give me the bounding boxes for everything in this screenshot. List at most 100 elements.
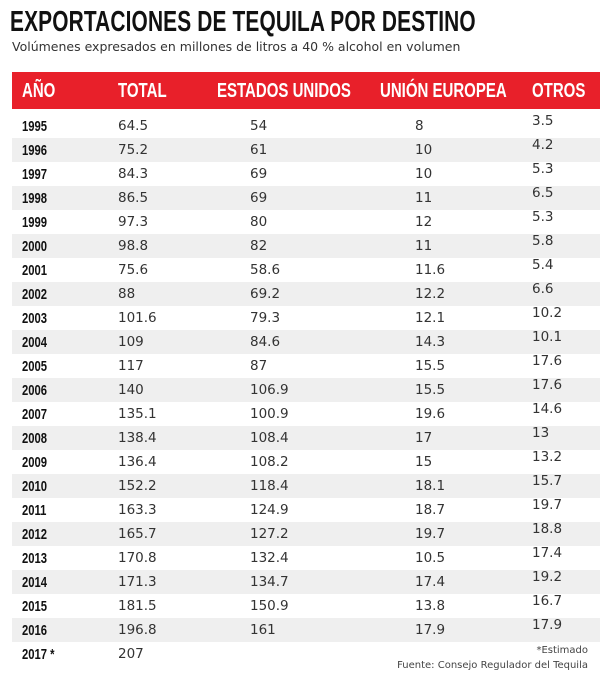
usa-cell: 54 xyxy=(250,118,268,134)
others-cell: 17.9 xyxy=(532,617,563,633)
others-cell: 6.6 xyxy=(532,281,554,297)
eu-cell: 11 xyxy=(415,238,433,254)
usa-cell: 69 xyxy=(250,166,268,182)
total-cell: 152.2 xyxy=(118,478,157,494)
total-cell: 88 xyxy=(118,286,136,302)
others-cell: 17.6 xyxy=(532,353,563,369)
total-cell: 138.4 xyxy=(118,430,157,446)
table-row: 2005 117 87 15.5 17.6 xyxy=(12,353,600,378)
eu-cell: 12.2 xyxy=(415,286,446,302)
usa-cell: 132.4 xyxy=(250,550,289,566)
year-cell: 2008 xyxy=(22,430,48,447)
others-cell: 5.8 xyxy=(532,233,554,249)
table-row: 2012 165.7 127.2 19.7 18.8 xyxy=(12,521,600,546)
usa-cell: 69 xyxy=(250,190,268,206)
eu-cell: 10 xyxy=(415,166,433,182)
year-cell: 1998 xyxy=(22,190,48,207)
others-cell: 17.4 xyxy=(532,545,563,561)
table-row: 2013 170.8 132.4 10.5 17.4 xyxy=(12,545,600,570)
others-cell: 5.3 xyxy=(532,209,554,225)
total-cell: 75.6 xyxy=(118,262,149,278)
usa-cell: 69.2 xyxy=(250,286,281,302)
table-row: 2014 171.3 134.7 17.4 19.2 xyxy=(12,569,600,594)
year-cell: 2017 * xyxy=(22,646,55,663)
table-row: 2004 109 84.6 14.3 10.1 xyxy=(12,329,600,354)
table-row: 1999 97.3 80 12 5.3 xyxy=(12,209,600,234)
eu-cell: 14.3 xyxy=(415,334,446,350)
eu-cell: 12 xyxy=(415,214,433,230)
others-cell: 13 xyxy=(532,425,550,441)
total-cell: 97.3 xyxy=(118,214,149,230)
others-cell: 10.1 xyxy=(532,329,563,345)
year-cell: 1999 xyxy=(22,214,48,231)
usa-cell: 118.4 xyxy=(250,478,289,494)
total-cell: 136.4 xyxy=(118,454,157,470)
table-row: 2003 101.6 79.3 12.1 10.2 xyxy=(12,305,600,330)
usa-cell: 108.4 xyxy=(250,430,289,446)
usa-cell: 134.7 xyxy=(250,574,289,590)
others-cell: 18.8 xyxy=(532,521,563,537)
table-row: 2008 138.4 108.4 17 13 xyxy=(12,425,600,450)
col-header-eu: UNIÓN EUROPEA xyxy=(380,80,507,102)
total-cell: 86.5 xyxy=(118,190,149,206)
total-cell: 207 xyxy=(118,646,144,662)
total-cell: 181.5 xyxy=(118,598,157,614)
usa-cell: 82 xyxy=(250,238,268,254)
others-cell: 15.7 xyxy=(532,473,563,489)
usa-cell: 84.6 xyxy=(250,334,281,350)
table-row: 2015 181.5 150.9 13.8 16.7 xyxy=(12,593,600,618)
year-cell: 2006 xyxy=(22,382,48,399)
total-cell: 135.1 xyxy=(118,406,157,422)
others-cell: 5.3 xyxy=(532,161,554,177)
total-cell: 101.6 xyxy=(118,310,157,326)
total-cell: 84.3 xyxy=(118,166,149,182)
table-row: 1997 84.3 69 10 5.3 xyxy=(12,161,600,186)
table-row: 1996 75.2 61 10 4.2 xyxy=(12,137,600,162)
table-row: 2017 * 207 xyxy=(12,642,600,666)
chart-subtitle: Volúmenes expresados en millones de litr… xyxy=(12,39,461,54)
total-cell: 170.8 xyxy=(118,550,157,566)
eu-cell: 10.5 xyxy=(415,550,446,566)
col-header-others: OTROS xyxy=(532,80,586,102)
others-cell: 5.4 xyxy=(532,257,554,273)
eu-cell: 11 xyxy=(415,190,433,206)
year-cell: 1997 xyxy=(22,166,48,183)
col-header-usa: ESTADOS UNIDOS xyxy=(217,80,351,102)
total-cell: 98.8 xyxy=(118,238,149,254)
year-cell: 2015 xyxy=(22,598,48,615)
footnote: *Estimado xyxy=(536,645,588,656)
year-cell: 2012 xyxy=(22,526,48,543)
table-row: 1995 64.5 54 8 3.5 xyxy=(12,113,600,138)
year-cell: 2003 xyxy=(22,310,48,327)
year-cell: 1996 xyxy=(22,142,48,159)
usa-cell: 161 xyxy=(250,622,276,638)
others-cell: 6.5 xyxy=(532,185,554,201)
total-cell: 140 xyxy=(118,382,144,398)
total-cell: 196.8 xyxy=(118,622,157,638)
eu-cell: 17.9 xyxy=(415,622,446,638)
usa-cell: 58.6 xyxy=(250,262,281,278)
table-header: AÑO TOTAL ESTADOS UNIDOS UNIÓN EUROPEA O… xyxy=(12,72,600,109)
year-cell: 2009 xyxy=(22,454,48,471)
others-cell: 19.7 xyxy=(532,497,563,513)
eu-cell: 11.6 xyxy=(415,262,446,278)
year-cell: 2014 xyxy=(22,574,48,591)
others-cell: 3.5 xyxy=(532,113,554,129)
col-header-total: TOTAL xyxy=(118,80,167,102)
others-cell: 19.2 xyxy=(532,569,563,585)
eu-cell: 15 xyxy=(415,454,433,470)
year-cell: 2010 xyxy=(22,478,48,495)
usa-cell: 124.9 xyxy=(250,502,289,518)
year-cell: 2001 xyxy=(22,262,48,279)
chart-title: EXPORTACIONES DE TEQUILA POR DESTINO xyxy=(10,6,476,38)
table-row: 2000 98.8 82 11 5.8 xyxy=(12,233,600,258)
table-row: 1998 86.5 69 11 6.5 xyxy=(12,185,600,210)
eu-cell: 19.7 xyxy=(415,526,446,542)
year-cell: 2000 xyxy=(22,238,48,255)
eu-cell: 13.8 xyxy=(415,598,446,614)
table-row: 2007 135.1 100.9 19.6 14.6 xyxy=(12,401,600,426)
year-cell: 2004 xyxy=(22,334,48,351)
total-cell: 75.2 xyxy=(118,142,149,158)
table-row: 2009 136.4 108.2 15 13.2 xyxy=(12,449,600,474)
table-body: 1995 64.5 54 8 3.5 1996 75.2 61 10 4.2 1997 84.3 69 1… xyxy=(12,113,600,666)
